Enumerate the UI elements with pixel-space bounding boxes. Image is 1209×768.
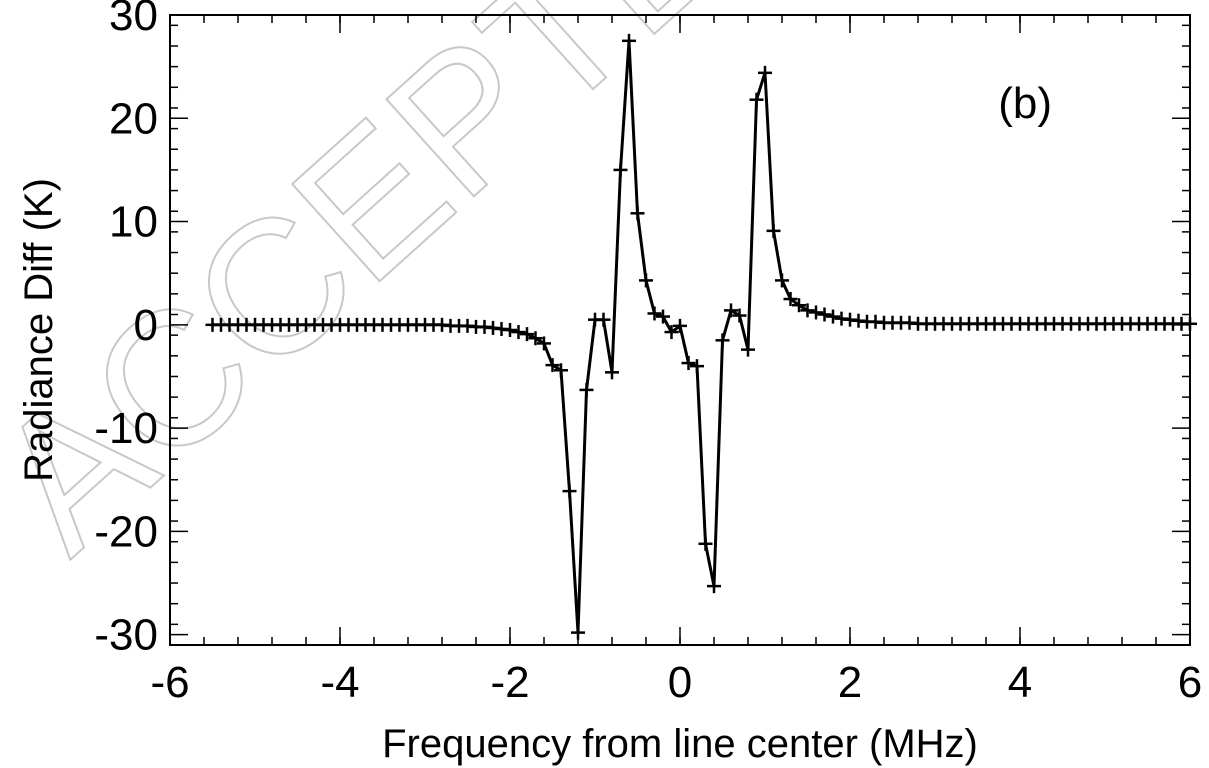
data-point <box>647 306 662 321</box>
data-point <box>792 298 806 313</box>
data-point <box>613 162 628 177</box>
data-point <box>766 223 781 238</box>
data-point <box>562 484 577 499</box>
y-axis-title: Radiance Diff (K) <box>17 178 61 482</box>
x-tick-label: -2 <box>490 658 529 707</box>
data-point <box>800 303 815 318</box>
y-tick-label: -20 <box>94 507 158 556</box>
x-tick-label: 0 <box>668 658 692 707</box>
y-tick-label: 20 <box>109 94 158 143</box>
x-tick-labels: -6 -4 -2 0 2 4 6 <box>150 658 1202 707</box>
data-point <box>809 305 823 320</box>
data-point <box>639 273 653 288</box>
data-point <box>783 292 798 307</box>
data-point <box>732 308 747 323</box>
data-point <box>520 327 534 342</box>
data-point <box>622 33 636 48</box>
data-point <box>724 303 738 318</box>
data-point <box>605 365 619 380</box>
data-point <box>503 323 517 337</box>
data-point <box>698 536 713 551</box>
x-tick-label: 4 <box>1008 658 1032 707</box>
data-point <box>511 325 526 340</box>
data-point <box>630 206 645 221</box>
data-point <box>826 309 840 324</box>
data-point <box>596 312 611 327</box>
data-point <box>537 336 551 351</box>
x-tick-label: 6 <box>1178 658 1202 707</box>
y-tick-label: 10 <box>109 198 158 247</box>
data-point <box>741 342 755 357</box>
data-point <box>571 625 585 640</box>
data-point <box>749 92 764 107</box>
series-markers <box>205 33 1197 640</box>
data-point <box>545 358 560 373</box>
x-tick-label: 2 <box>838 658 862 707</box>
data-point <box>690 359 704 374</box>
data-point <box>656 309 670 324</box>
x-tick-label: -6 <box>150 658 189 707</box>
data-point <box>817 307 832 322</box>
y-tick-label: -30 <box>94 611 158 660</box>
data-point <box>528 331 543 346</box>
y-tick-label: 0 <box>134 301 158 350</box>
data-point <box>707 579 721 594</box>
data-point <box>715 333 730 348</box>
panel-label: (b) <box>998 79 1052 128</box>
data-point <box>681 356 696 371</box>
data-point <box>664 325 679 340</box>
watermark: ACCEPTED <box>0 0 867 591</box>
plot-frame <box>169 14 1191 646</box>
x-axis-title: Frequency from line center (MHz) <box>382 722 978 766</box>
data-point <box>554 363 568 378</box>
y-tick-label: 30 <box>109 0 158 40</box>
data-point <box>579 382 594 397</box>
y-tick-labels: -30 -20 -10 0 10 20 30 <box>94 0 158 660</box>
x-tick-label: -4 <box>320 658 359 707</box>
y-tick-label: -10 <box>94 404 158 453</box>
data-point <box>758 65 772 80</box>
data-point <box>673 318 687 333</box>
data-point <box>775 273 789 288</box>
